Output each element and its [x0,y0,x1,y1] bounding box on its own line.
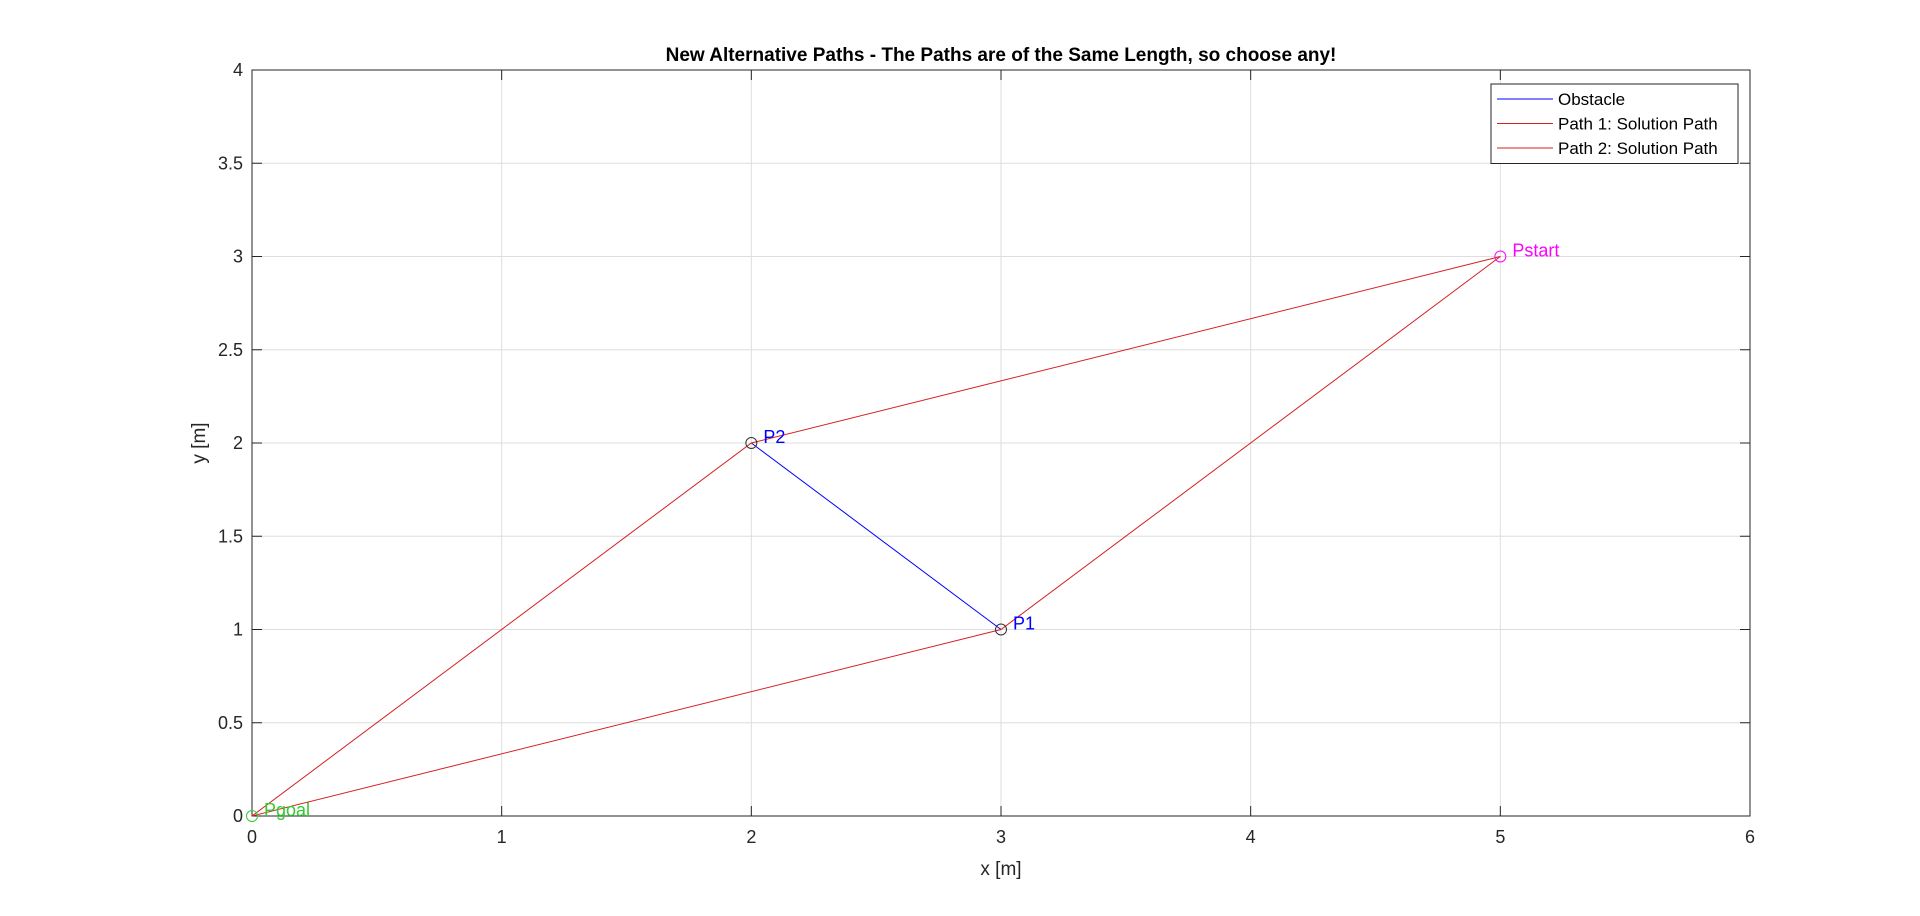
point-label-pgoal: Pgoal [264,800,310,820]
y-tick-label: 3.5 [218,153,243,173]
y-tick-label: 2.5 [218,340,243,360]
y-tick-label: 0 [233,806,243,826]
chart-title: New Alternative Paths - The Paths are of… [666,45,1337,66]
legend-label: Path 2: Solution Path [1558,139,1718,158]
series-line-2 [251,256,1501,817]
point-marker-p2 [745,437,758,449]
point-label-p1: P1 [1013,614,1035,634]
x-tick-label: 3 [996,827,1006,847]
y-tick-label: 3 [233,247,243,267]
grid [252,70,1750,816]
y-tick-label: 2 [233,433,243,453]
series-lines [251,256,1501,817]
y-axis-label: y [m] [189,422,210,463]
legend-label: Obstacle [1558,90,1625,109]
x-tick-label: 2 [746,827,756,847]
point-markers: Pstart P2 P1 Pgoal [246,241,1559,822]
point-label-p2: P2 [763,427,785,447]
x-tick-label: 5 [1495,827,1505,847]
point-label-pstart: Pstart [1512,241,1559,261]
y-tick-label: 1.5 [218,526,243,546]
legend: Obstacle Path 1: Solution Path Path 2: Sol… [1490,83,1739,164]
y-tick-label: 4 [233,60,243,80]
y-axis-tick-labels: 0 0.5 1 1.5 2 2.5 3 3.5 4 [218,60,243,826]
series-line-3 [251,256,1501,817]
point-marker-p1 [995,623,1007,636]
legend-label: Path 1: Solution Path [1558,115,1718,134]
x-axis-label: x [m] [980,859,1021,880]
y-tick-label: 0.5 [218,713,243,733]
x-axis-tick-labels: 0 1 2 3 4 5 6 [247,827,1755,847]
point-marker-pgoal [246,810,258,822]
series-line-1 [751,442,1002,630]
x-tick-label: 6 [1745,827,1755,847]
x-tick-label: 0 [247,827,257,847]
x-tick-label: 4 [1246,827,1256,847]
point-marker-pstart [1494,250,1507,263]
y-tick-label: 1 [233,620,243,640]
x-tick-label: 1 [497,827,507,847]
